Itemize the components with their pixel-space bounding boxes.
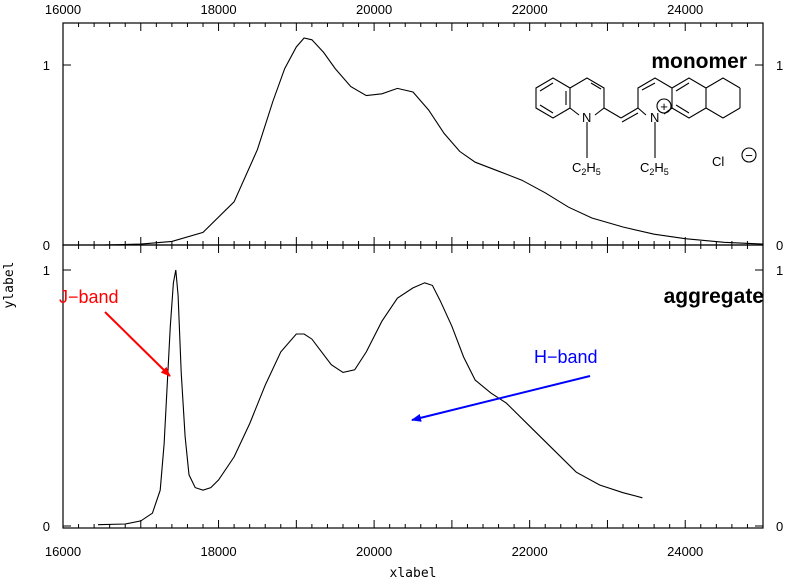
x-tick-label-bottom: 22000 [512, 544, 548, 559]
x-tick-label-top: 22000 [512, 2, 548, 17]
aggregate-title: aggregate [664, 285, 764, 308]
y-tick-label-right: 0 [776, 238, 783, 253]
y-tick-label-left: 1 [43, 263, 50, 278]
molecule-minus: − [745, 148, 753, 163]
y-tick-label-left: 0 [43, 519, 50, 534]
y-tick-label-left: 1 [43, 58, 50, 73]
y-tick-label-right: 1 [776, 58, 783, 73]
molecule-chloride: Cl [712, 154, 724, 169]
x-tick-label-bottom: 24000 [667, 544, 703, 559]
monomer-title: monomer [651, 50, 747, 73]
y-tick-label-left: 0 [43, 238, 50, 253]
x-tick-label-bottom: 16000 [45, 544, 81, 559]
ticks [62, 23, 764, 528]
aggregate-series-line [97, 269, 643, 526]
molecule-plus: + [660, 99, 668, 114]
h-band-label: H−band [534, 347, 598, 367]
molecule-ethyl-right: C2H5 [640, 160, 669, 177]
molecule-structure [535, 77, 757, 163]
tick-labels: 16000 18000 20000 22000 24000 16000 18000 20000… [43, 2, 783, 559]
h-band-arrow [411, 375, 591, 422]
molecule-n-left: N [582, 110, 591, 125]
y-axis-title: ylabel [2, 262, 17, 309]
aggregate-frame [62, 244, 764, 529]
j-band-arrow [104, 311, 171, 377]
x-tick-label-top: 18000 [200, 2, 236, 17]
x-axis-title: xlabel [390, 566, 437, 580]
y-tick-label-right: 0 [776, 519, 783, 534]
j-band-label: J−band [59, 287, 119, 307]
molecule-n-right: N [650, 110, 659, 125]
monomer-series-line [101, 37, 764, 246]
x-tick-label-bottom: 18000 [200, 544, 236, 559]
x-tick-label-top: 24000 [667, 2, 703, 17]
y-tick-label-right: 1 [776, 263, 783, 278]
x-tick-label-top: 16000 [45, 2, 81, 17]
x-tick-label-top: 20000 [356, 2, 392, 17]
x-tick-label-bottom: 20000 [356, 544, 392, 559]
molecule-ethyl-left: C2H5 [572, 160, 601, 177]
